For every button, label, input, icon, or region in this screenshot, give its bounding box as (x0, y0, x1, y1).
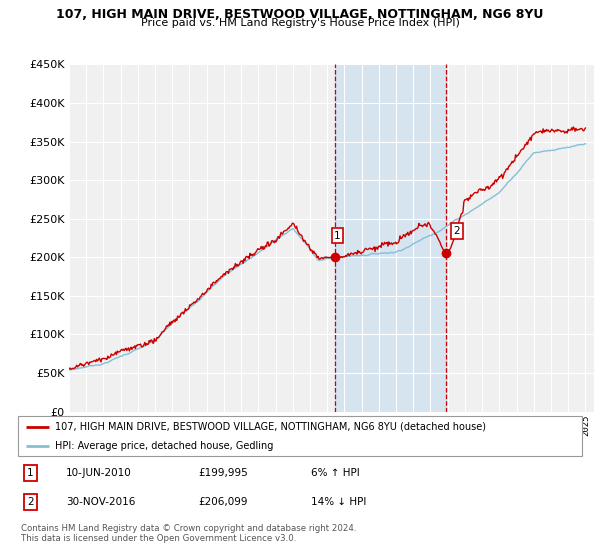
Bar (335, 64, 446, 412)
Text: 107, HIGH MAIN DRIVE, BESTWOOD VILLAGE, NOTTINGHAM, NG6 8YU: 107, HIGH MAIN DRIVE, BESTWOOD VILLAGE, … (56, 8, 544, 21)
Text: 1: 1 (27, 468, 34, 478)
Text: 2: 2 (27, 497, 34, 507)
Text: £206,099: £206,099 (199, 497, 248, 507)
Text: 1: 1 (334, 231, 341, 241)
Text: 107, HIGH MAIN DRIVE, BESTWOOD VILLAGE, NOTTINGHAM, NG6 8YU (detached house): 107, HIGH MAIN DRIVE, BESTWOOD VILLAGE, … (55, 422, 485, 432)
Text: Price paid vs. HM Land Registry's House Price Index (HPI): Price paid vs. HM Land Registry's House … (140, 18, 460, 29)
FancyBboxPatch shape (18, 416, 582, 456)
Text: 10-JUN-2010: 10-JUN-2010 (66, 468, 131, 478)
Text: Contains HM Land Registry data © Crown copyright and database right 2024.
This d: Contains HM Land Registry data © Crown c… (21, 524, 356, 543)
Text: £199,995: £199,995 (199, 468, 248, 478)
Text: 2: 2 (454, 226, 460, 236)
Text: 14% ↓ HPI: 14% ↓ HPI (311, 497, 367, 507)
Text: HPI: Average price, detached house, Gedling: HPI: Average price, detached house, Gedl… (55, 441, 273, 451)
Text: 30-NOV-2016: 30-NOV-2016 (66, 497, 136, 507)
Text: 6% ↑ HPI: 6% ↑ HPI (311, 468, 360, 478)
